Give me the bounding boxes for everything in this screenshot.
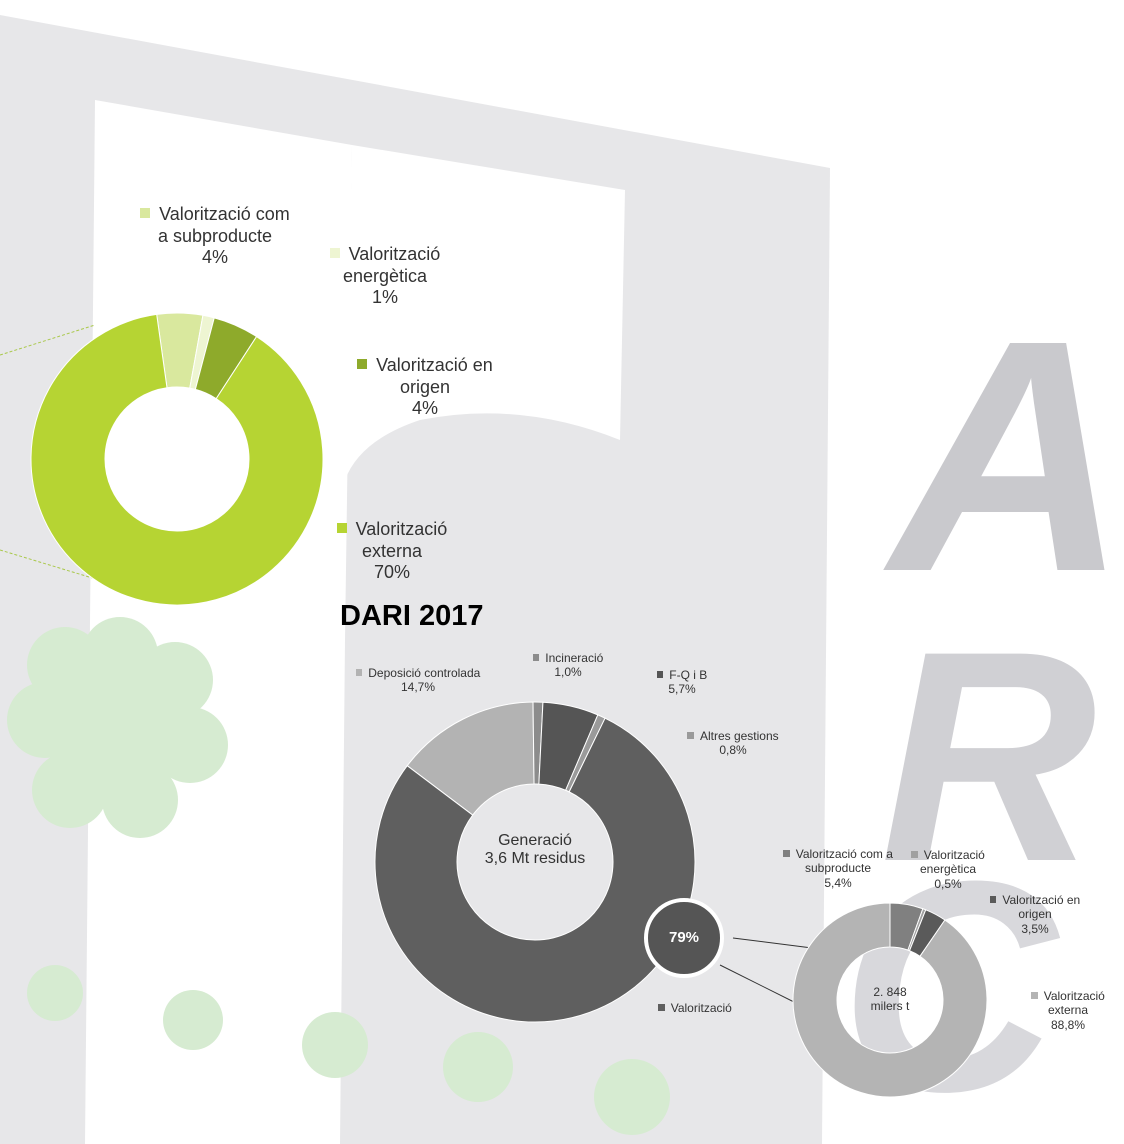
legend-marker — [687, 732, 694, 739]
connector — [732, 937, 813, 949]
slice-name: Valorització — [670, 1001, 732, 1015]
slice-label: Valorització energètica 1% — [310, 244, 460, 309]
slice-name: Valorització externa — [355, 519, 448, 561]
logo-arch — [345, 145, 625, 480]
slice-name: Deposició controlada — [368, 666, 481, 680]
center-label: Generació 3,6 Mt residus — [484, 832, 586, 867]
slice-label: Valorització en origen 4% — [340, 355, 510, 420]
connector — [0, 549, 166, 601]
slice-value: 70% — [373, 562, 411, 583]
slice-label: Valorització en origen 3,5% — [980, 893, 1090, 936]
slice-value: 4% — [201, 247, 228, 268]
connector — [0, 324, 96, 356]
logo-letter: A — [880, 271, 1124, 640]
slice-value: 5,7% — [668, 682, 696, 697]
callout-circle — [644, 898, 724, 978]
legend-marker — [911, 851, 918, 858]
slice-name: Incineració — [545, 651, 604, 665]
legend-marker — [532, 654, 540, 661]
slice-name: F-Q i B — [669, 668, 708, 682]
center-label: 2. 848 milers t — [870, 985, 910, 1013]
slice-name: Valorització externa — [1043, 989, 1105, 1018]
legend-marker — [336, 523, 347, 534]
slice-label: Valorització externa 70% — [317, 519, 467, 584]
legend-marker — [357, 359, 368, 370]
slice-value: 0,8% — [719, 743, 747, 758]
legend-marker — [355, 669, 363, 676]
connector — [719, 964, 801, 1006]
slice-value: 1% — [371, 287, 398, 308]
slice-name: Valorització energètica — [919, 848, 985, 877]
slice-value: 5,4% — [824, 875, 852, 890]
dots — [27, 965, 670, 1135]
slice-name: Valorització com a subproducte — [157, 204, 290, 246]
slice-label: Valorització externa 88,8% — [1018, 989, 1118, 1032]
legend-marker — [1031, 992, 1038, 999]
donut-slice — [792, 902, 988, 1098]
legend-marker — [783, 850, 790, 857]
legend-marker — [989, 896, 997, 903]
legend-marker — [140, 208, 151, 219]
callout-value: 79% — [668, 929, 700, 946]
legend-marker — [329, 248, 340, 259]
slice-value: 3,5% — [1021, 921, 1049, 936]
slice-label: Valorització energètica 0,5% — [903, 848, 993, 891]
slice-label: Deposició controlada 14,7% — [338, 666, 498, 695]
slice-name: Valorització com a subproducte — [795, 847, 893, 876]
legend-marker — [656, 671, 664, 678]
slice-value: 14,7% — [400, 680, 436, 695]
slice-value: 88,8% — [1050, 1017, 1086, 1032]
slice-label: Altres gestions 0,8% — [673, 729, 793, 758]
slice-name: Valorització energètica — [342, 244, 441, 286]
slice-name: Valorització en origen — [1002, 893, 1081, 922]
slice-label: Valorització — [645, 1001, 745, 1015]
slice-label: F-Q i B 5,7% — [647, 668, 717, 697]
slice-label: Valorització com a subproducte 4% — [140, 204, 290, 269]
chart-title: DARI 2017 — [340, 600, 484, 632]
slice-name: Altres gestions — [699, 729, 779, 743]
legend-marker — [658, 1004, 665, 1011]
slice-value: 4% — [411, 398, 438, 419]
donut-slice — [30, 313, 324, 606]
flower — [7, 617, 228, 838]
slice-label: Incineració 1,0% — [518, 651, 618, 680]
slice-label: Valorització com a subproducte 5,4% — [773, 847, 903, 890]
slice-value: 1,0% — [554, 665, 582, 680]
slice-name: Valorització en origen — [376, 355, 493, 397]
slice-value: 0,5% — [934, 876, 962, 891]
logo-letter: R — [880, 588, 1097, 924]
